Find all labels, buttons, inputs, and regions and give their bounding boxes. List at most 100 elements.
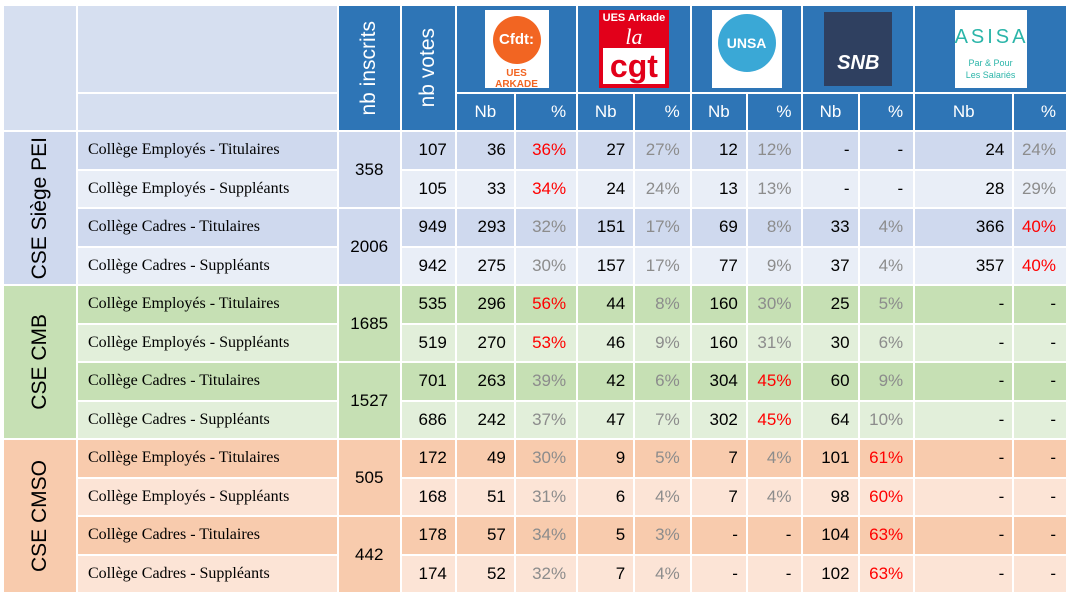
pct-value: 63% <box>857 515 916 556</box>
pct-value: - <box>857 168 916 209</box>
pct-value: 4% <box>745 476 804 517</box>
nb-value: 7 <box>576 553 636 594</box>
pct-value: 45% <box>745 399 804 440</box>
pct-header: % <box>633 92 692 132</box>
nb-value: - <box>801 130 860 171</box>
nb-value: 13 <box>689 168 748 209</box>
pct-value: 8% <box>633 284 692 325</box>
pct-value: - <box>745 515 804 556</box>
data-row: Collège Employés - Suppléants 105 33 34% 24 2… <box>3 168 1068 209</box>
pct-value: 5% <box>633 438 692 479</box>
pct-value: 40% <box>1012 245 1068 286</box>
pct-value: - <box>857 130 916 171</box>
nb-value: - <box>913 438 1015 479</box>
pct-value: 4% <box>857 207 916 248</box>
nb-value: 357 <box>913 245 1015 286</box>
votes: 949 <box>399 207 457 248</box>
nb-value: - <box>913 515 1015 556</box>
pct-value: 36% <box>513 130 579 171</box>
pct-value: 24% <box>1012 130 1068 171</box>
college: Collège Cadres - Suppléants <box>76 553 339 594</box>
pct-value: 39% <box>513 361 579 402</box>
college: Collège Employés - Suppléants <box>76 322 339 363</box>
nb-value: 304 <box>689 361 748 402</box>
logo-text: ASISA <box>954 26 1029 48</box>
logo-text: Cfdt: <box>492 16 541 64</box>
nb-value: 47 <box>576 399 636 440</box>
group-cell: CSE CMSO <box>2 438 78 594</box>
nb-value: - <box>689 515 748 556</box>
votes: 942 <box>399 245 457 286</box>
pct-value: - <box>1012 284 1068 325</box>
votes: 535 <box>399 284 457 325</box>
data-row: Collège Cadres - Titulaires 442 178 57 34% 5 3… <box>3 515 1068 594</box>
corner <box>2 4 78 132</box>
nb-value: 64 <box>801 399 860 440</box>
data-row: Collège Cadres - Titulaires 1527 701 263 39%… <box>3 361 1068 440</box>
nb-value: 33 <box>454 168 516 209</box>
nb-value: 5 <box>576 515 636 556</box>
nb-value: 49 <box>454 438 516 479</box>
group-cell: CSE CMB <box>2 284 78 440</box>
college: Collège Cadres - Titulaires <box>76 361 339 402</box>
pct-value: 3% <box>633 515 692 556</box>
pct-value: 9% <box>857 361 916 402</box>
nb-value: 25 <box>801 284 860 325</box>
group-label: CSE Siège PEI <box>28 136 51 280</box>
data-row: Collège Cadres - Titulaires 2006 949 293 32%… <box>3 207 1068 286</box>
pct-value: 53% <box>513 322 579 363</box>
union-logo-cell: SNB <box>801 4 916 94</box>
union-logo-cell: UES Arkade la cgt <box>576 4 692 94</box>
header-cell: nb inscrits <box>336 4 402 132</box>
nb-value: 151 <box>576 207 636 248</box>
pct-header: % <box>857 92 916 132</box>
pct-value: 4% <box>745 438 804 479</box>
pct-value: - <box>1012 476 1068 517</box>
votes: 172 <box>399 438 457 479</box>
union-logo: SNB <box>824 12 893 86</box>
inscrits: 358 <box>336 130 402 209</box>
pct-value: 30% <box>513 438 579 479</box>
nb-value: - <box>801 168 860 209</box>
nb-value: 302 <box>689 399 748 440</box>
nb-value: 33 <box>801 207 860 248</box>
results-table: nb inscrits nb votes Cfdt: UES ARKADE UES Ar… <box>2 4 1068 594</box>
nb-header: Nb <box>689 92 748 132</box>
nb-value: 69 <box>689 207 748 248</box>
nb-value: 77 <box>689 245 748 286</box>
pct-header: % <box>745 92 804 132</box>
pct-value: 45% <box>745 361 804 402</box>
header-label: nb votes <box>416 28 440 108</box>
college: Collège Cadres - Titulaires <box>76 515 339 556</box>
pct-value: - <box>1012 515 1068 556</box>
logo-text: Les Salariés <box>965 70 1016 80</box>
inscrits: 442 <box>336 515 402 594</box>
nb-value: 293 <box>454 207 516 248</box>
votes: 701 <box>399 361 457 402</box>
nb-value: 160 <box>689 322 748 363</box>
data-row: Collège Employés - Suppléants 519 270 53% 46… <box>3 322 1068 363</box>
votes: 107 <box>399 130 457 171</box>
nb-value: 9 <box>576 438 636 479</box>
pct-value: 24% <box>633 168 692 209</box>
pct-value: 63% <box>857 553 916 594</box>
nb-value: - <box>913 399 1015 440</box>
nb-value: 28 <box>913 168 1015 209</box>
union-logo-cell: ASISA Par & Pour Les Salariés <box>913 4 1068 94</box>
nb-value: 366 <box>913 207 1015 248</box>
pct-value: 9% <box>633 322 692 363</box>
pct-value: 32% <box>513 207 579 248</box>
pct-value: 6% <box>857 322 916 363</box>
college: Collège Employés - Suppléants <box>76 168 339 209</box>
pct-value: 34% <box>513 168 579 209</box>
nb-value: 27 <box>576 130 636 171</box>
header-label: nb inscrits <box>357 20 381 116</box>
college: Collège Employés - Titulaires <box>76 438 339 479</box>
nb-value: 51 <box>454 476 516 517</box>
union-logo-cell: Cfdt: UES ARKADE <box>454 4 579 94</box>
nb-value: 36 <box>454 130 516 171</box>
nb-value: - <box>689 553 748 594</box>
logo-text: UES ARKADE <box>495 68 538 90</box>
corner <box>76 4 339 94</box>
